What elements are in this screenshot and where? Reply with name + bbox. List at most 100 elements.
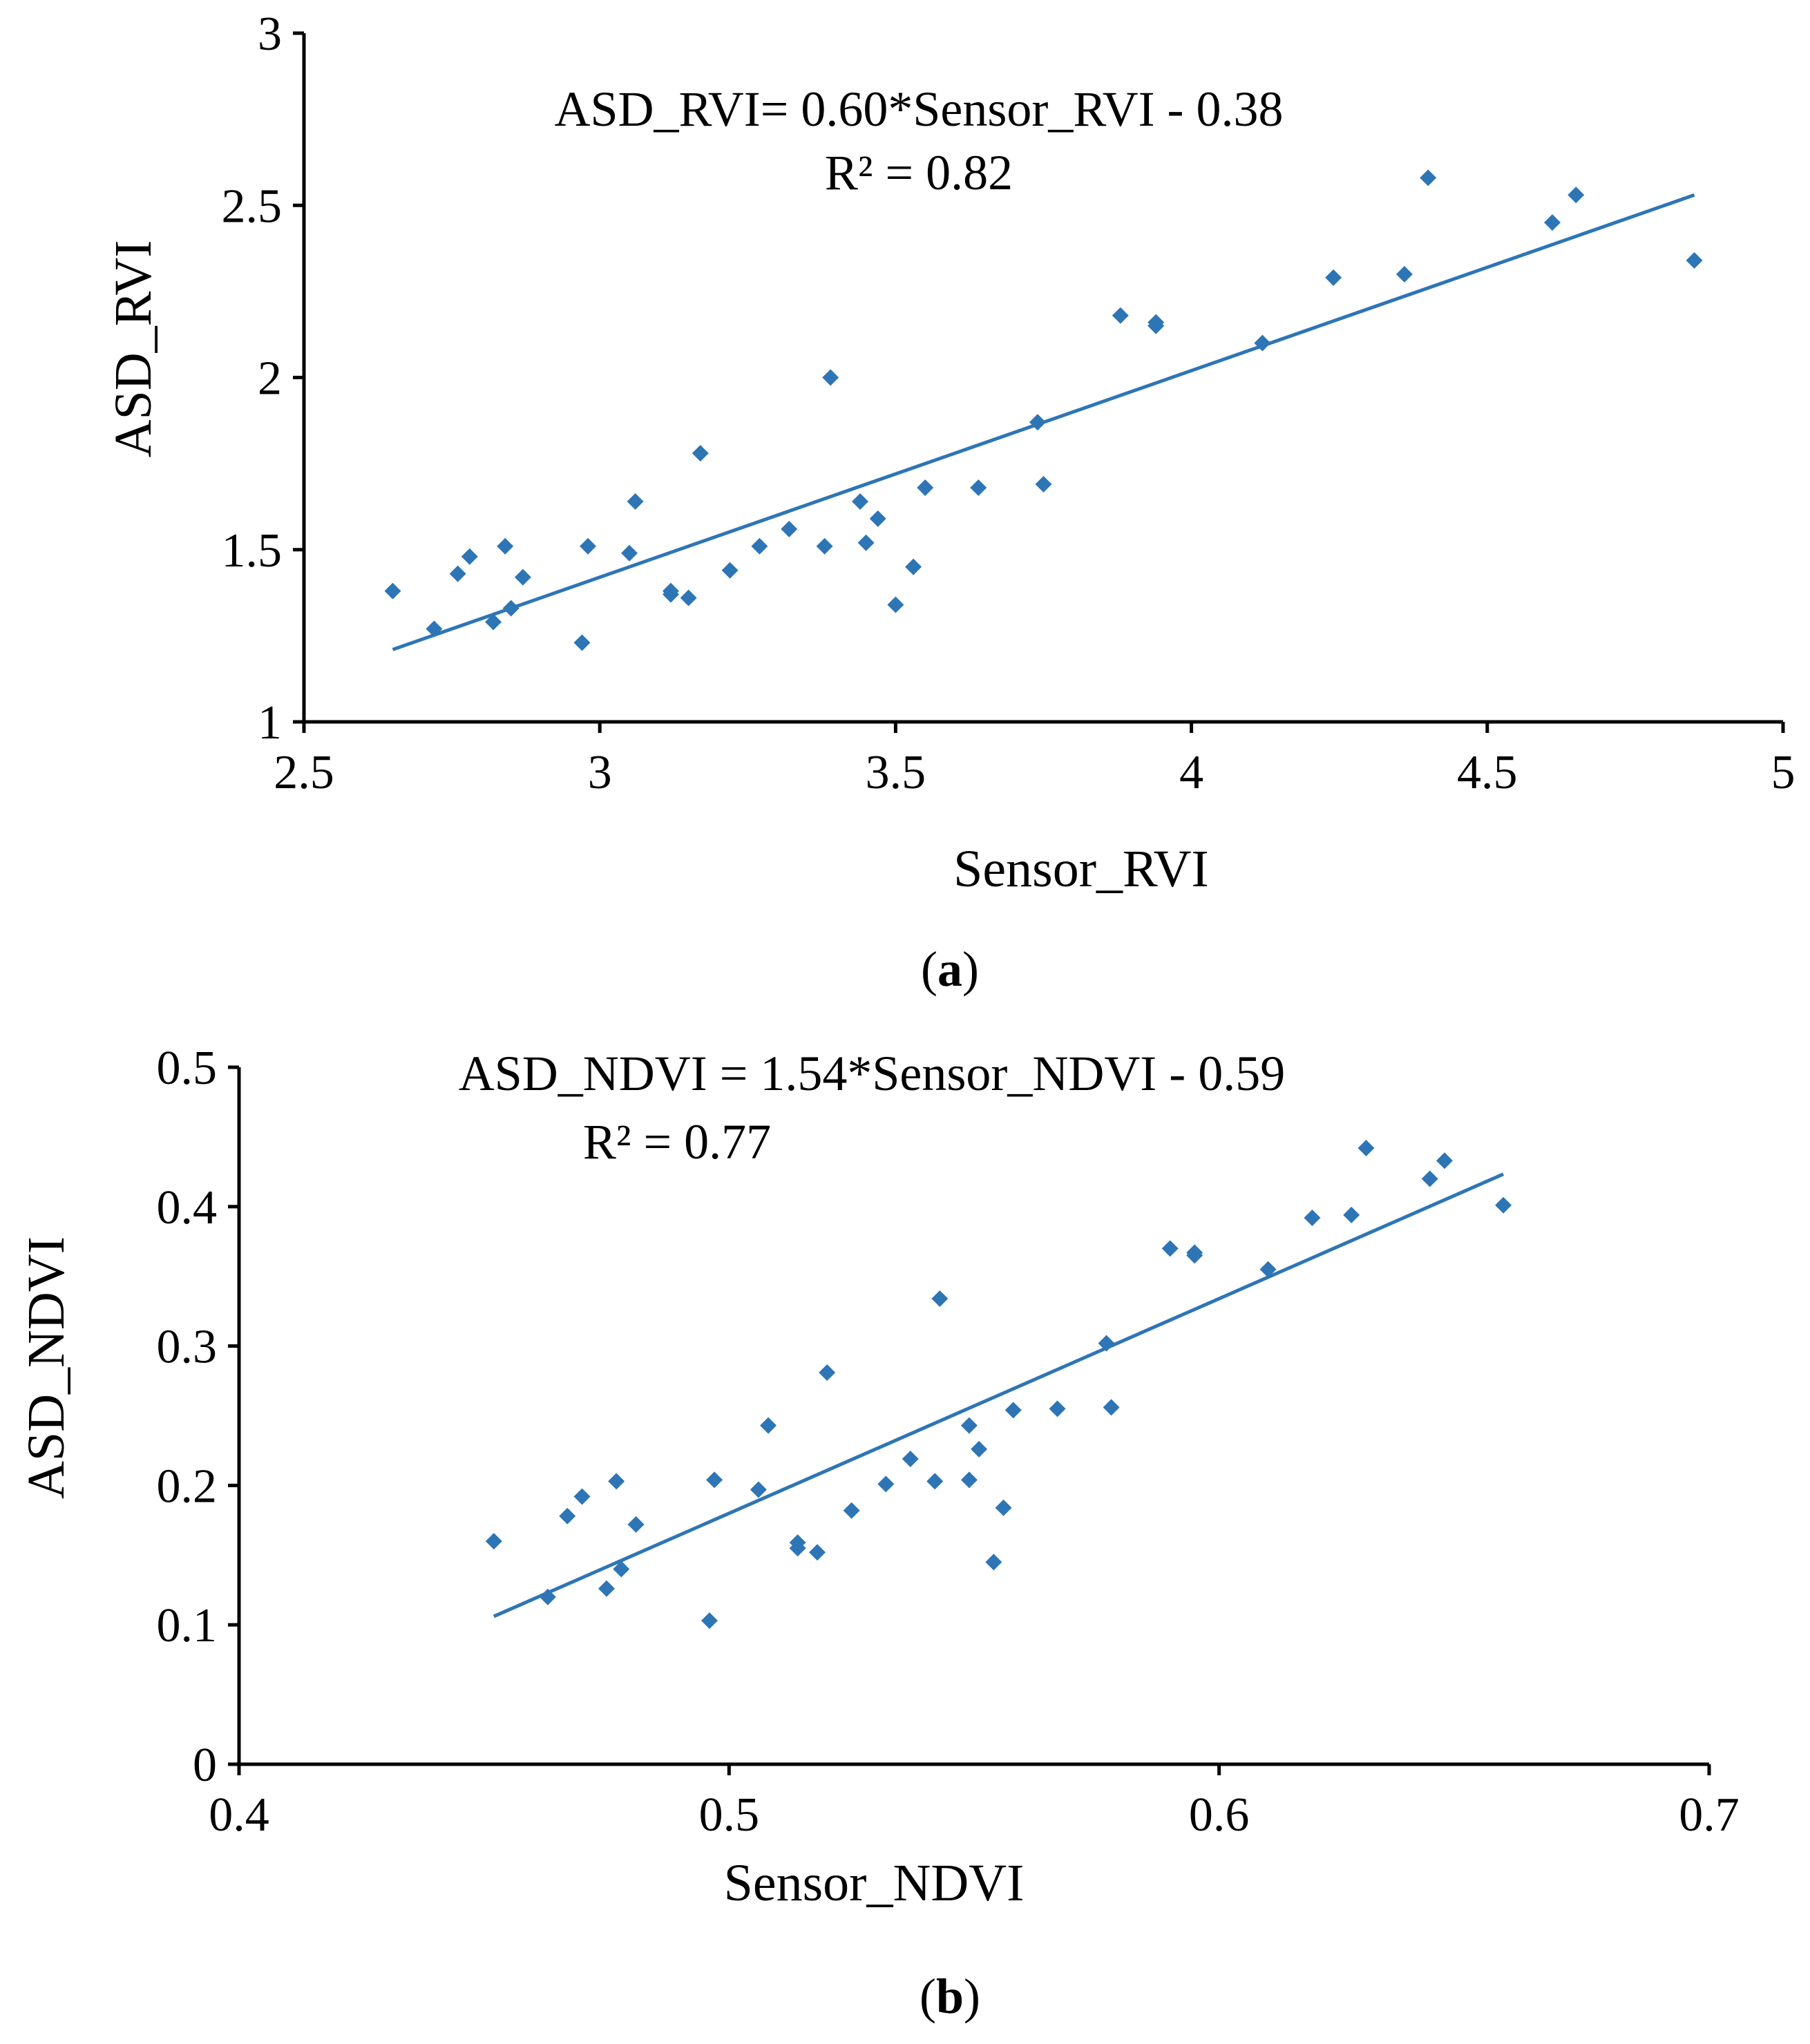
chart-a-data-point xyxy=(869,510,886,527)
chart-a-data-point xyxy=(627,493,644,510)
chart-a-marks: 1 1.5 2 2.5 3 2.5 3 3.5 4 4.5 5 xyxy=(222,8,1795,799)
chart-b-data-point xyxy=(539,1588,556,1605)
chart-a-y-tick-label: 1 xyxy=(258,696,282,749)
chart-a-data-point xyxy=(1147,314,1165,331)
chart-b: 0 0.1 0.2 0.3 0.4 0.5 0.4 0.5 0.6 0.7 ASD_NDVI = … xyxy=(17,1042,1740,2024)
chart-a-data-point xyxy=(822,369,839,386)
chart-a-data-point xyxy=(1568,187,1585,204)
chart-a-x-tick-label: 3.5 xyxy=(866,746,926,799)
chart-b-data-point xyxy=(1495,1196,1512,1214)
chart-b-data-point xyxy=(960,1417,978,1434)
chart-a-data-point xyxy=(1544,214,1561,231)
chart-b-data-point xyxy=(559,1507,576,1525)
chart-b-data-point xyxy=(843,1502,860,1519)
chart-a-x-tick-label: 3 xyxy=(588,746,612,799)
chart-b-data-point xyxy=(613,1560,630,1578)
chart-b-r-squared: R² = 0.77 xyxy=(583,1114,771,1169)
chart-b-panel-label: (b) xyxy=(920,1969,980,2024)
chart-b-data-point xyxy=(1358,1140,1375,1157)
chart-b-trendline xyxy=(493,1172,1505,1618)
chart-a-data-point xyxy=(970,479,987,497)
chart-b-y-tick-label: 0.5 xyxy=(157,1042,218,1095)
chart-a-data-point xyxy=(497,537,514,555)
chart-b-data-point xyxy=(598,1580,615,1597)
chart-b-data-point xyxy=(877,1475,895,1493)
chart-b-data-point xyxy=(902,1451,919,1468)
chart-a-data-point xyxy=(502,600,520,617)
chart-b-data-point xyxy=(706,1471,723,1489)
chart-b-data-point xyxy=(926,1473,944,1490)
chart-a-data-point xyxy=(1420,169,1437,187)
chart-b-y-axis-title: ASD_NDVI xyxy=(17,1236,75,1499)
chart-a-data-point xyxy=(449,565,466,582)
chart-a-data-point xyxy=(573,634,591,651)
chart-b-data-point xyxy=(1098,1335,1115,1352)
chart-a-x-axis-title: Sensor_RVI xyxy=(953,840,1209,898)
chart-b-data-point xyxy=(608,1473,625,1490)
chart-a-panel-label: (a) xyxy=(921,942,979,997)
chart-a-data-point xyxy=(1035,476,1052,493)
chart-a-y-tick-label: 2.5 xyxy=(222,180,283,233)
chart-a-data-point xyxy=(514,569,531,586)
chart-b-y-tick-label: 0 xyxy=(193,1739,217,1792)
chart-a-y-tick-label: 2 xyxy=(258,352,282,405)
chart-b-y-tick-label: 0.2 xyxy=(157,1460,218,1513)
chart-a-data-point xyxy=(887,596,904,613)
chart-b-data-point xyxy=(760,1417,777,1434)
chart-a-data-point xyxy=(580,537,597,555)
chart-a-data-point xyxy=(1029,414,1046,431)
chart-a-x-tick-label: 4 xyxy=(1179,746,1203,799)
chart-b-data-point xyxy=(1259,1261,1277,1278)
chart-a-data-point xyxy=(751,537,768,555)
chart-a: 1 1.5 2 2.5 3 2.5 3 3.5 4 4.5 5 ASD_RVI= 0.60*Sens… xyxy=(104,8,1795,997)
chart-b-y-tick-label: 0.1 xyxy=(157,1599,218,1652)
chart-a-data-point xyxy=(917,479,934,497)
chart-a-equation: ASD_RVI= 0.60*Sensor_RVI - 0.38 xyxy=(554,82,1283,137)
chart-b-data-point xyxy=(960,1471,978,1489)
chart-a-data-point xyxy=(692,445,709,462)
chart-b-data-point xyxy=(789,1534,806,1551)
chart-b-equation: ASD_NDVI = 1.54*Sensor_NDVI - 0.59 xyxy=(459,1046,1286,1101)
chart-b-data-point xyxy=(1049,1400,1066,1417)
chart-a-y-tick-label: 3 xyxy=(258,8,282,61)
chart-a-y-axis-title: ASD_RVI xyxy=(104,240,162,458)
chart-b-data-point xyxy=(1343,1206,1360,1223)
chart-b-data-point xyxy=(1004,1402,1022,1419)
chart-b-data-point xyxy=(1421,1170,1438,1187)
chart-b-data-point xyxy=(573,1488,591,1505)
chart-b-data-point xyxy=(985,1554,1002,1571)
chart-b-y-tick-label: 0.4 xyxy=(157,1181,218,1234)
chart-a-data-point xyxy=(662,586,679,603)
chart-b-y-tick-label: 0.3 xyxy=(157,1321,218,1374)
chart-b-x-tick-label: 0.6 xyxy=(1189,1788,1250,1842)
chart-a-data-point xyxy=(857,534,875,551)
chart-b-x-axis-title: Sensor_NDVI xyxy=(724,1854,1025,1912)
chart-b-data-point xyxy=(1103,1399,1120,1416)
chart-a-y-tick-label: 1.5 xyxy=(222,524,283,577)
chart-b-data-point xyxy=(485,1533,502,1550)
chart-a-data-point xyxy=(1112,307,1129,324)
chart-a-data-point xyxy=(485,613,502,631)
chart-a-panel-letter: a xyxy=(937,942,962,997)
chart-a-data-point xyxy=(461,548,478,565)
chart-a-data-point xyxy=(1254,334,1271,352)
chart-b-data-point xyxy=(1186,1244,1203,1261)
chart-b-data-point xyxy=(931,1290,949,1307)
chart-a-x-tick-label: 4.5 xyxy=(1457,746,1518,799)
chart-b-data-point xyxy=(1161,1240,1179,1257)
chart-a-data-point xyxy=(1395,265,1413,283)
chart-a-x-tick-label: 2.5 xyxy=(274,746,334,799)
chart-b-x-tick-label: 0.5 xyxy=(699,1788,760,1842)
chart-a-data-point xyxy=(621,544,638,562)
chart-b-x-tick-label: 0.4 xyxy=(209,1788,269,1842)
chart-b-x-tick-label: 0.7 xyxy=(1679,1788,1740,1842)
chart-b-data-point xyxy=(971,1440,988,1458)
chart-a-data-point xyxy=(816,537,833,555)
chart-b-panel-letter: b xyxy=(936,1969,964,2024)
chart-b-marks: 0 0.1 0.2 0.3 0.4 0.5 0.4 0.5 0.6 0.7 xyxy=(157,1042,1740,1842)
chart-a-data-point xyxy=(426,620,443,638)
chart-b-data-point xyxy=(819,1364,836,1381)
chart-a-data-point xyxy=(781,520,798,537)
chart-a-data-point xyxy=(680,589,697,606)
